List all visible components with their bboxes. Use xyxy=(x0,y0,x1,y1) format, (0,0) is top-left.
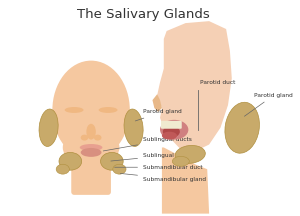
Ellipse shape xyxy=(86,124,96,140)
Text: Sublingual ducts: Sublingual ducts xyxy=(103,137,192,151)
Ellipse shape xyxy=(160,120,188,140)
Ellipse shape xyxy=(163,126,180,138)
Ellipse shape xyxy=(99,107,118,113)
Text: Parotid gland: Parotid gland xyxy=(244,93,293,116)
FancyBboxPatch shape xyxy=(161,121,182,129)
Text: Submandibular gland: Submandibular gland xyxy=(120,173,206,182)
Ellipse shape xyxy=(52,61,130,159)
Ellipse shape xyxy=(94,135,101,141)
Ellipse shape xyxy=(225,102,260,153)
FancyBboxPatch shape xyxy=(71,154,111,195)
Ellipse shape xyxy=(81,135,88,141)
Polygon shape xyxy=(152,94,162,112)
Text: Parotid gland: Parotid gland xyxy=(135,110,182,121)
Text: The Salivary Glands: The Salivary Glands xyxy=(76,8,209,21)
Polygon shape xyxy=(162,148,209,214)
Ellipse shape xyxy=(59,152,82,170)
Text: Submandibular duct: Submandibular duct xyxy=(115,165,202,170)
Ellipse shape xyxy=(39,109,58,146)
Ellipse shape xyxy=(81,148,101,157)
Ellipse shape xyxy=(175,145,205,163)
Ellipse shape xyxy=(100,152,123,170)
Ellipse shape xyxy=(172,156,189,166)
Ellipse shape xyxy=(113,164,126,174)
Ellipse shape xyxy=(56,164,69,174)
Ellipse shape xyxy=(124,109,143,146)
Ellipse shape xyxy=(65,107,83,113)
Ellipse shape xyxy=(63,129,119,166)
Ellipse shape xyxy=(80,144,102,151)
Text: Sublingual gland: Sublingual gland xyxy=(111,153,192,161)
Polygon shape xyxy=(157,21,232,151)
Ellipse shape xyxy=(162,132,177,140)
Text: Parotid duct: Parotid duct xyxy=(200,80,235,85)
